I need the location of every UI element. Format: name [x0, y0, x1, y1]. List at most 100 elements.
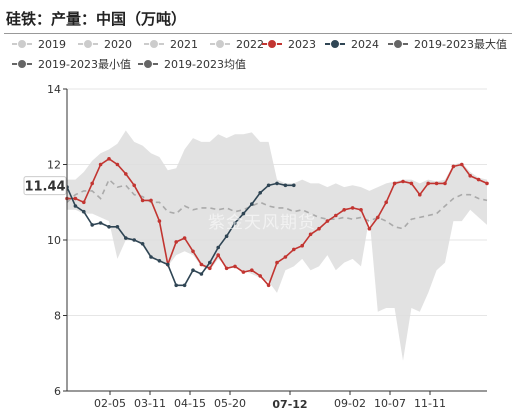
data-point-2023 [468, 174, 473, 178]
x-tick-label: 04-15 [174, 397, 206, 410]
data-point-2024 [275, 181, 279, 186]
y-tick-label: 8 [54, 310, 61, 323]
data-point-2023 [300, 243, 305, 248]
data-point-2023 [199, 262, 204, 267]
legend-marker [149, 39, 159, 49]
data-point-2023 [258, 274, 263, 278]
data-point-2024 [90, 223, 94, 227]
data-point-2023 [317, 226, 321, 231]
data-point-2023 [132, 183, 136, 188]
data-point-2023 [82, 200, 86, 205]
data-point-2023 [434, 181, 439, 186]
data-point-2023 [451, 164, 456, 169]
data-point-2023 [384, 200, 389, 205]
data-point-2023 [140, 198, 145, 203]
legend-label: 2024 [351, 38, 379, 51]
legend-label: 2022 [236, 38, 264, 51]
legend-marker [330, 39, 340, 49]
legend-label: 2020 [104, 38, 132, 51]
legend-marker [83, 39, 93, 49]
data-point-2023 [350, 206, 355, 210]
data-point-2024 [73, 204, 78, 208]
legend-marker [267, 39, 277, 49]
data-point-2023 [443, 181, 447, 186]
legend-marker [393, 39, 403, 49]
legend: 2019 2020 2021 2022 2023 2024 2019-2023最大值 2019… [12, 37, 507, 71]
data-point-2024 [208, 260, 212, 265]
current-value-label: 11.44 [24, 180, 65, 195]
data-point-2023 [367, 226, 372, 231]
data-point-2024 [241, 211, 246, 216]
data-point-2024 [283, 183, 288, 188]
data-point-2023 [174, 240, 178, 244]
series-lines [65, 157, 489, 288]
legend-marker [17, 39, 27, 49]
data-point-2023 [334, 213, 338, 218]
data-point-2023 [98, 162, 103, 167]
legend-item: 2019-2023最小值 [12, 58, 131, 71]
data-point-2023 [191, 249, 195, 254]
legend-item: 2024 [325, 38, 379, 51]
legend-item: 2022 [210, 38, 264, 51]
data-point-2023 [283, 255, 288, 259]
data-point-2023 [182, 236, 187, 240]
x-tick-label: 09-02 [334, 397, 366, 410]
y-tick-label: 6 [54, 385, 61, 398]
data-point-2024 [98, 221, 103, 225]
y-tick-label: 14 [47, 83, 61, 96]
data-point-2023 [292, 247, 296, 252]
data-point-2024 [233, 221, 237, 225]
legend-label: 2019-2023最大值 [414, 37, 507, 51]
legend-marker [143, 59, 153, 69]
data-point-2023 [124, 172, 128, 176]
data-point-2023 [73, 196, 78, 201]
legend-item: 2019-2023均值 [138, 58, 246, 71]
legend-item: 2021 [144, 38, 198, 51]
data-point-2023 [401, 179, 405, 184]
data-point-2024 [124, 236, 128, 240]
series-line-2024 [66, 182, 294, 287]
data-point-2023 [157, 219, 162, 223]
overlay: 紫金天风期货 11.44 [23, 176, 316, 233]
data-point-2023 [208, 266, 212, 271]
data-point-2023 [376, 215, 380, 220]
data-point-2023 [342, 208, 347, 212]
data-point-2023 [325, 219, 330, 223]
data-point-2024 [250, 202, 254, 206]
data-point-2024 [132, 238, 136, 242]
legend-marker [215, 39, 225, 49]
data-point-2024 [191, 268, 195, 273]
legend-label: 2019-2023最小值 [38, 58, 131, 71]
data-point-2023 [90, 181, 94, 186]
x-tick-label: 03-11 [134, 397, 166, 410]
legend-label: 2023 [288, 38, 316, 51]
legend-item: 2019-2023最大值 [388, 37, 507, 51]
data-point-2024 [140, 242, 145, 246]
legend-label: 2019-2023均值 [164, 58, 246, 71]
data-point-2024 [115, 225, 120, 229]
data-point-2023 [275, 260, 279, 265]
legend-item: 2019 [12, 38, 66, 51]
data-point-2024 [107, 225, 111, 229]
legend-item: 2023 [262, 38, 316, 51]
data-point-2023 [224, 266, 229, 271]
legend-label: 2021 [170, 38, 198, 51]
y-tick-label: 12 [47, 159, 61, 172]
data-point-2024 [292, 183, 296, 188]
data-point-2023 [359, 208, 363, 212]
title-divider [4, 33, 512, 34]
data-point-2024 [258, 191, 263, 195]
data-point-2023 [115, 162, 120, 167]
data-point-2023 [308, 232, 313, 237]
data-point-2024 [149, 255, 153, 259]
watermark: 紫金天风期货 [208, 213, 316, 233]
data-point-2023 [418, 192, 422, 197]
data-point-2024 [199, 272, 204, 276]
data-point-2023 [266, 283, 271, 288]
x-tick-label: 11-11 [414, 397, 446, 410]
max-min-band [67, 130, 487, 361]
data-point-2023 [107, 157, 111, 161]
x-tick-label: 10-07 [374, 397, 406, 410]
data-point-2023 [460, 162, 464, 167]
